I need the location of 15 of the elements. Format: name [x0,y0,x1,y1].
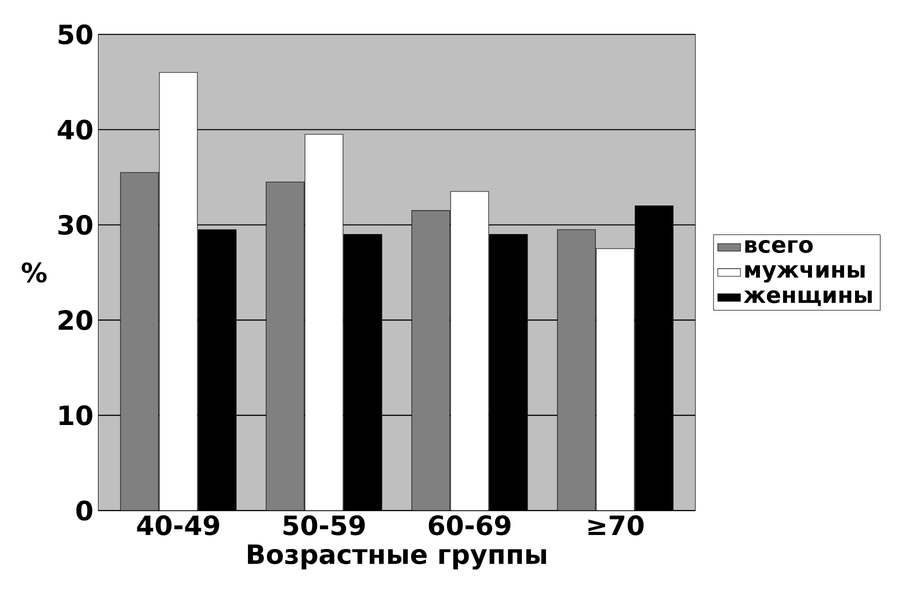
x-axis-title: Возрастные группы [248,544,546,570]
y-tick-label: 10 [60,405,92,426]
y-tick-label: 50 [58,24,92,45]
x-tick-label: 40-49 [137,515,220,536]
x-tick-label: ≥70 [588,515,644,536]
legend-label: всего [745,240,813,254]
y-tick-label: 0 [76,500,92,521]
x-tick-label: 60-69 [428,515,510,536]
y-tick-label: 20 [58,310,92,330]
y-axis-title: % [22,262,47,283]
x-tick-label: 50-59 [284,515,365,536]
legend-label: мужчины [745,265,865,283]
legend-label: женщины [744,290,872,306]
y-tick-label: 30 [58,214,92,235]
y-tick-label: 40 [58,120,92,140]
